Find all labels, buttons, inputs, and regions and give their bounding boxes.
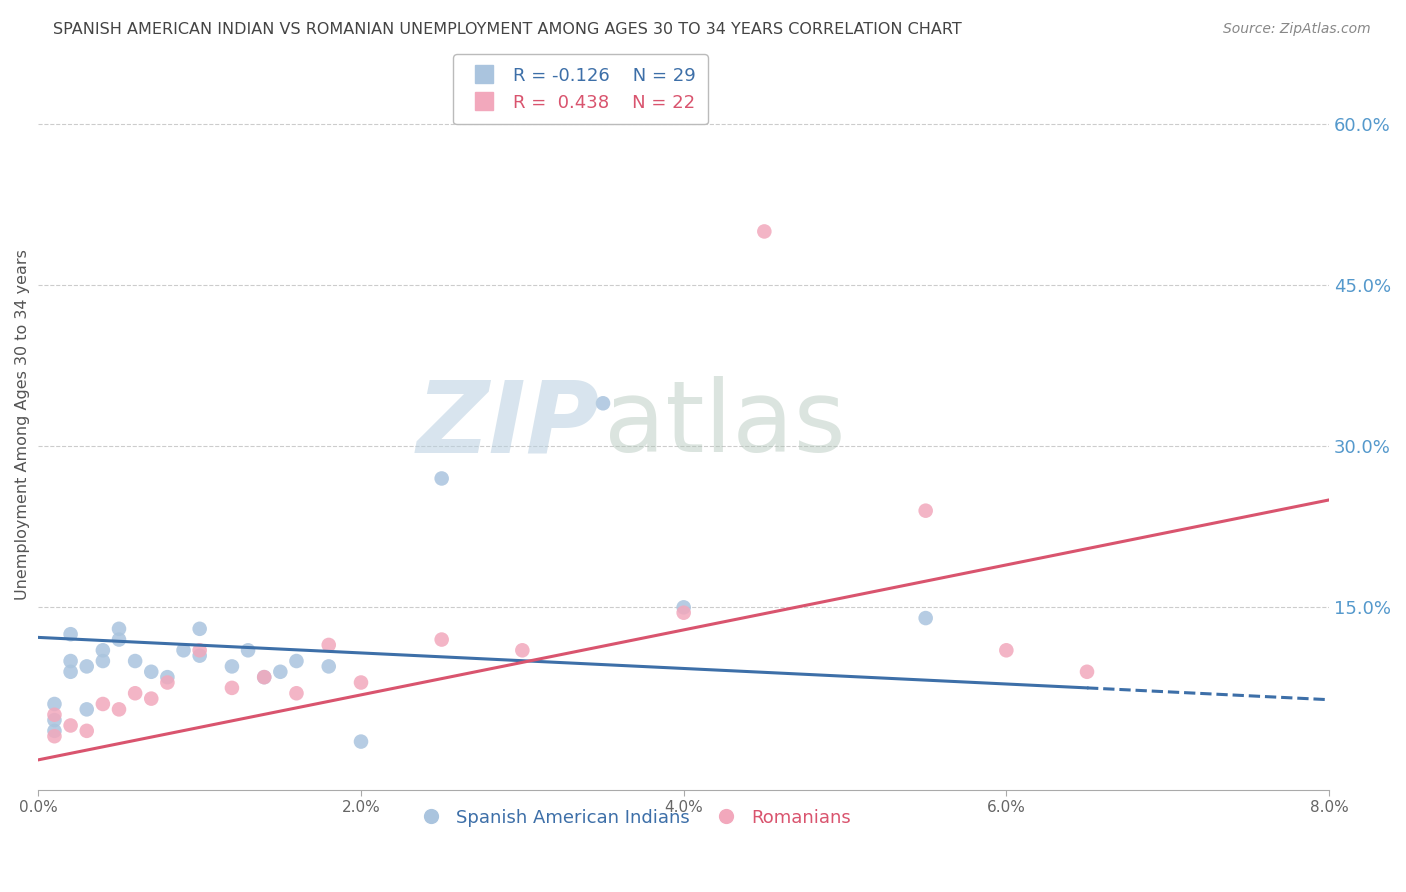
Point	[269, 665, 291, 679]
Point	[44, 697, 66, 711]
Point	[285, 654, 308, 668]
Point	[91, 697, 114, 711]
Point	[108, 622, 131, 636]
Point	[754, 224, 776, 238]
Point	[156, 670, 179, 684]
Point	[76, 702, 98, 716]
Point	[914, 504, 936, 518]
Point	[221, 681, 243, 695]
Point	[141, 691, 163, 706]
Text: SPANISH AMERICAN INDIAN VS ROMANIAN UNEMPLOYMENT AMONG AGES 30 TO 34 YEARS CORRE: SPANISH AMERICAN INDIAN VS ROMANIAN UNEM…	[53, 22, 962, 37]
Point	[318, 659, 340, 673]
Point	[188, 622, 211, 636]
Point	[350, 734, 373, 748]
Text: Source: ZipAtlas.com: Source: ZipAtlas.com	[1223, 22, 1371, 37]
Point	[995, 643, 1018, 657]
Point	[1076, 665, 1098, 679]
Point	[141, 665, 163, 679]
Point	[672, 600, 695, 615]
Point	[44, 729, 66, 743]
Point	[59, 627, 82, 641]
Point	[124, 686, 146, 700]
Point	[173, 643, 195, 657]
Point	[91, 643, 114, 657]
Point	[76, 723, 98, 738]
Point	[914, 611, 936, 625]
Legend: Spanish American Indians, Romanians: Spanish American Indians, Romanians	[404, 799, 860, 836]
Point	[44, 723, 66, 738]
Point	[108, 702, 131, 716]
Point	[59, 718, 82, 732]
Point	[76, 659, 98, 673]
Point	[188, 648, 211, 663]
Point	[253, 670, 276, 684]
Point	[592, 396, 614, 410]
Text: atlas: atlas	[603, 376, 845, 474]
Point	[44, 707, 66, 722]
Point	[59, 665, 82, 679]
Point	[188, 643, 211, 657]
Point	[108, 632, 131, 647]
Point	[91, 654, 114, 668]
Point	[430, 471, 453, 485]
Point	[156, 675, 179, 690]
Point	[124, 654, 146, 668]
Point	[59, 654, 82, 668]
Point	[512, 643, 534, 657]
Point	[253, 670, 276, 684]
Point	[44, 713, 66, 727]
Point	[285, 686, 308, 700]
Point	[350, 675, 373, 690]
Point	[318, 638, 340, 652]
Point	[236, 643, 259, 657]
Point	[672, 606, 695, 620]
Point	[430, 632, 453, 647]
Y-axis label: Unemployment Among Ages 30 to 34 years: Unemployment Among Ages 30 to 34 years	[15, 250, 30, 600]
Text: ZIP: ZIP	[416, 376, 600, 474]
Point	[221, 659, 243, 673]
